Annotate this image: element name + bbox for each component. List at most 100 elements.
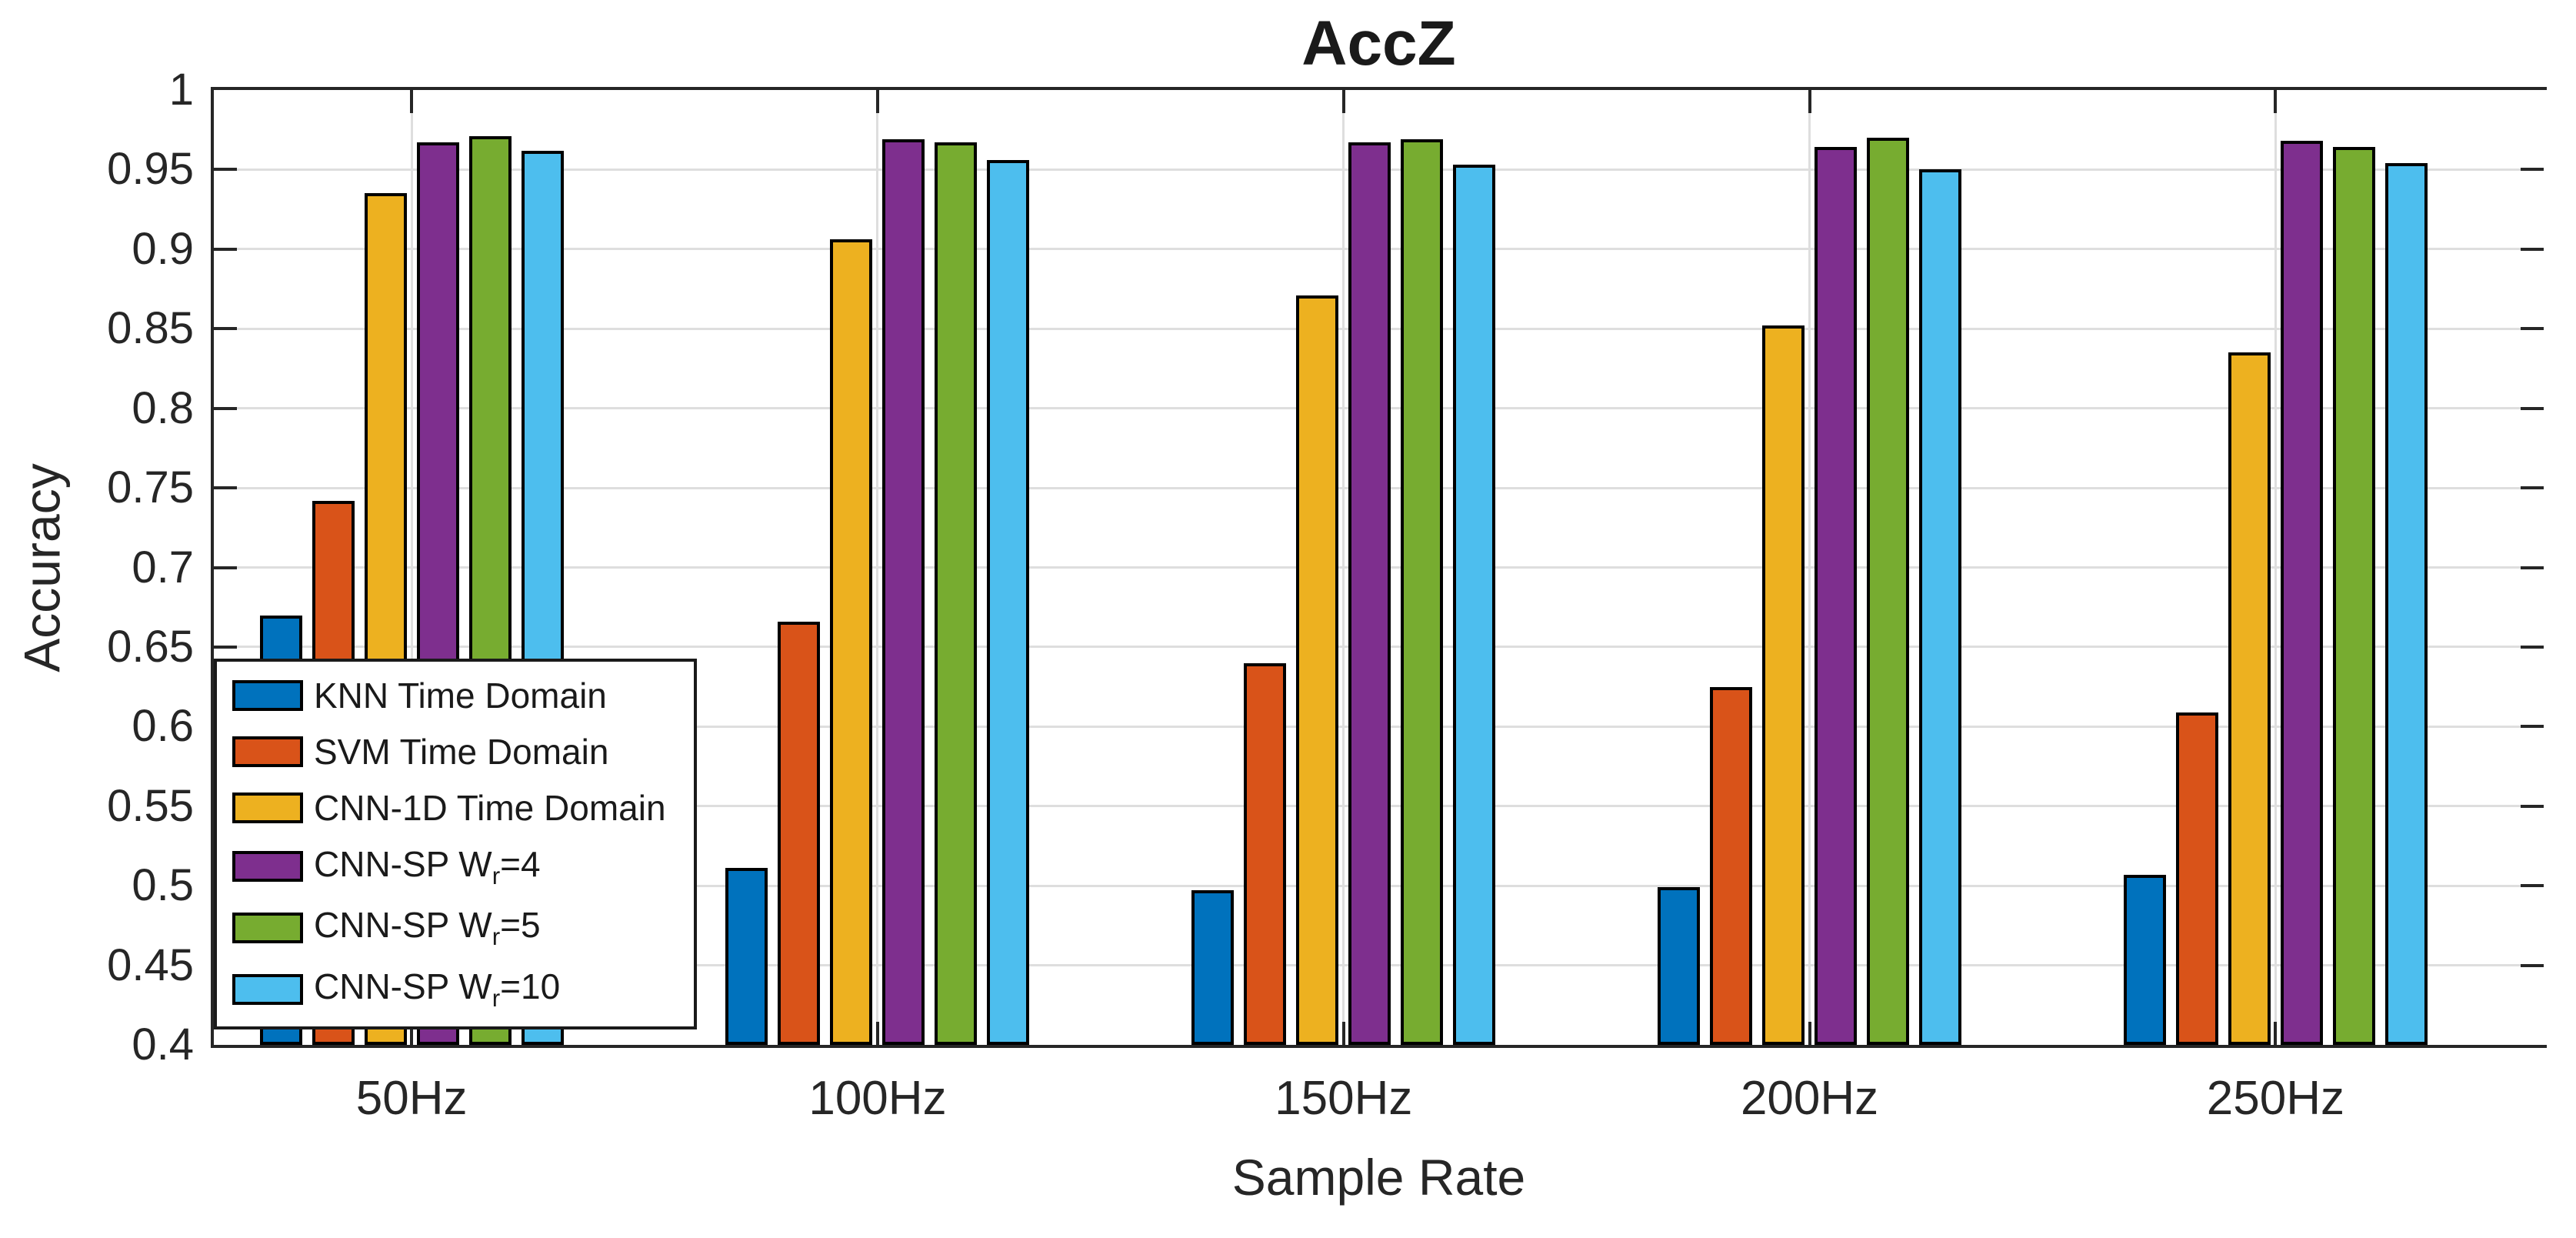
x-tick-label-100hz: 100Hz	[808, 1072, 947, 1125]
bar-knn-time-domain-100hz	[725, 868, 768, 1045]
bar-cnn-1d-time-domain-200hz	[1762, 325, 1805, 1045]
y-tick-label: 0.55	[107, 780, 194, 831]
y-tick-label: 0.6	[132, 701, 194, 752]
legend-item-4: CNN-SP Wr=5	[217, 904, 694, 951]
bar-knn-time-domain-200hz	[1658, 887, 1701, 1045]
y-tick-right	[2521, 486, 2544, 490]
y-tick-right	[2521, 406, 2544, 410]
bar-cnn-1d-time-domain-250hz	[2228, 352, 2271, 1045]
bar-svm-time-domain-150hz	[1244, 662, 1287, 1045]
bar-cnn-1d-time-domain-150hz	[1296, 295, 1339, 1045]
bar-cnn-sp-wr-10-150hz	[1453, 165, 1496, 1045]
y-tick-label: 0.8	[132, 382, 194, 433]
x-tick-bottom	[875, 1022, 879, 1045]
legend-swatch-5	[232, 974, 303, 1005]
bar-cnn-sp-wr-10-250hz	[2384, 163, 2428, 1045]
bar-cnn-sp-wr-10-200hz	[1919, 169, 1962, 1045]
legend-item-1: SVM Time Domain	[217, 731, 694, 772]
legend-label-0: KNN Time Domain	[314, 676, 607, 716]
bar-cnn-sp-wr-10-100hz	[987, 160, 1030, 1045]
x-tick-top	[410, 90, 414, 113]
x-tick-bottom	[1341, 1022, 1345, 1045]
y-tick-right	[2521, 168, 2544, 172]
legend-label-4: CNN-SP Wr=5	[314, 905, 541, 951]
x-axis-label: Sample Rate	[1231, 1149, 1526, 1206]
x-gridline	[876, 90, 879, 1045]
y-tick-label: 0.65	[107, 621, 194, 672]
y-tick-left	[214, 168, 237, 172]
y-tick-right	[2521, 884, 2544, 888]
y-tick-label: 0.85	[107, 303, 194, 354]
y-tick-right	[2521, 566, 2544, 569]
x-gridline	[1342, 90, 1345, 1045]
x-tick-label-200hz: 200Hz	[1740, 1072, 1879, 1125]
top-axis-line	[211, 87, 2547, 90]
x-gridline	[410, 90, 413, 1045]
bar-knn-time-domain-250hz	[2123, 874, 2166, 1045]
bar-knn-time-domain-150hz	[1191, 890, 1235, 1045]
x-tick-bottom	[2274, 1022, 2278, 1045]
y-tick-label: 0.9	[132, 223, 194, 274]
x-tick-label-50hz: 50Hz	[355, 1072, 468, 1125]
x-gridline	[2274, 90, 2277, 1045]
x-tick-top	[1808, 90, 1811, 113]
y-tick-label: 0.7	[132, 542, 194, 592]
legend-label-5: CNN-SP Wr=10	[314, 966, 561, 1013]
bar-cnn-sp-wr-4-100hz	[882, 139, 925, 1045]
y-tick-right	[2521, 645, 2544, 649]
x-tick-bottom	[410, 1022, 414, 1045]
legend-label-3: CNN-SP Wr=4	[314, 843, 541, 889]
bar-cnn-sp-wr-5-150hz	[1401, 139, 1444, 1045]
x-tick-label-150hz: 150Hz	[1275, 1072, 1413, 1125]
y-tick-right	[2521, 247, 2544, 251]
y-tick-left	[214, 566, 237, 569]
y-tick-label: 0.75	[107, 462, 194, 513]
bar-cnn-sp-wr-5-250hz	[2332, 147, 2375, 1045]
y-tick-label: 0.45	[107, 939, 194, 990]
x-tick-top	[875, 90, 879, 113]
bar-svm-time-domain-100hz	[778, 621, 821, 1045]
chart-title: AccZ	[1301, 8, 1456, 78]
x-tick-label-250hz: 250Hz	[2206, 1072, 2344, 1125]
legend-label-2: CNN-1D Time Domain	[314, 787, 666, 828]
legend-box: KNN Time Domain SVM Time Domain CNN-1D Tim…	[214, 659, 697, 1029]
legend-label-1: SVM Time Domain	[314, 732, 609, 772]
legend-item-2: CNN-1D Time Domain	[217, 787, 694, 829]
bar-cnn-sp-wr-4-250hz	[2280, 141, 2323, 1045]
x-tick-bottom	[1808, 1022, 1811, 1045]
bar-cnn-sp-wr-5-200hz	[1867, 138, 1910, 1045]
bar-svm-time-domain-250hz	[2175, 712, 2218, 1045]
y-tick-right	[2521, 327, 2544, 331]
legend-item-3: CNN-SP Wr=4	[217, 843, 694, 890]
legend-swatch-4	[232, 913, 303, 944]
x-gridline	[1808, 90, 1811, 1045]
bar-cnn-sp-wr-4-150hz	[1348, 142, 1391, 1045]
y-tick-right	[2521, 725, 2544, 729]
y-tick-left	[214, 486, 237, 490]
y-tick-left	[214, 406, 237, 410]
legend-swatch-1	[232, 736, 303, 768]
legend-swatch-0	[232, 680, 303, 712]
x-axis-line	[211, 1045, 2547, 1048]
bar-cnn-sp-wr-5-100hz	[935, 142, 978, 1045]
y-tick-right	[2521, 963, 2544, 967]
y-tick-right	[2521, 804, 2544, 808]
y-tick-left	[214, 645, 237, 649]
bar-cnn-sp-wr-4-200hz	[1815, 147, 1858, 1045]
bar-svm-time-domain-200hz	[1710, 686, 1753, 1045]
y-tick-label: 0.5	[132, 860, 194, 911]
x-tick-top	[1341, 90, 1345, 113]
y-tick-label: 0.95	[107, 144, 194, 195]
y-tick-left	[214, 247, 237, 251]
x-tick-top	[2274, 90, 2278, 113]
y-tick-left	[214, 327, 237, 331]
legend-swatch-2	[232, 792, 303, 823]
y-tick-label: 1	[168, 65, 194, 115]
y-tick-label: 0.4	[132, 1019, 194, 1069]
y-axis-line	[211, 87, 214, 1048]
bar-cnn-1d-time-domain-100hz	[830, 239, 873, 1045]
legend-item-5: CNN-SP Wr=10	[217, 966, 694, 1013]
legend-swatch-3	[232, 851, 303, 883]
legend-item-0: KNN Time Domain	[217, 675, 694, 716]
